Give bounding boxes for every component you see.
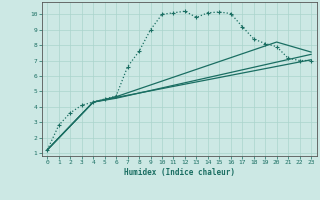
X-axis label: Humidex (Indice chaleur): Humidex (Indice chaleur) [124,168,235,177]
